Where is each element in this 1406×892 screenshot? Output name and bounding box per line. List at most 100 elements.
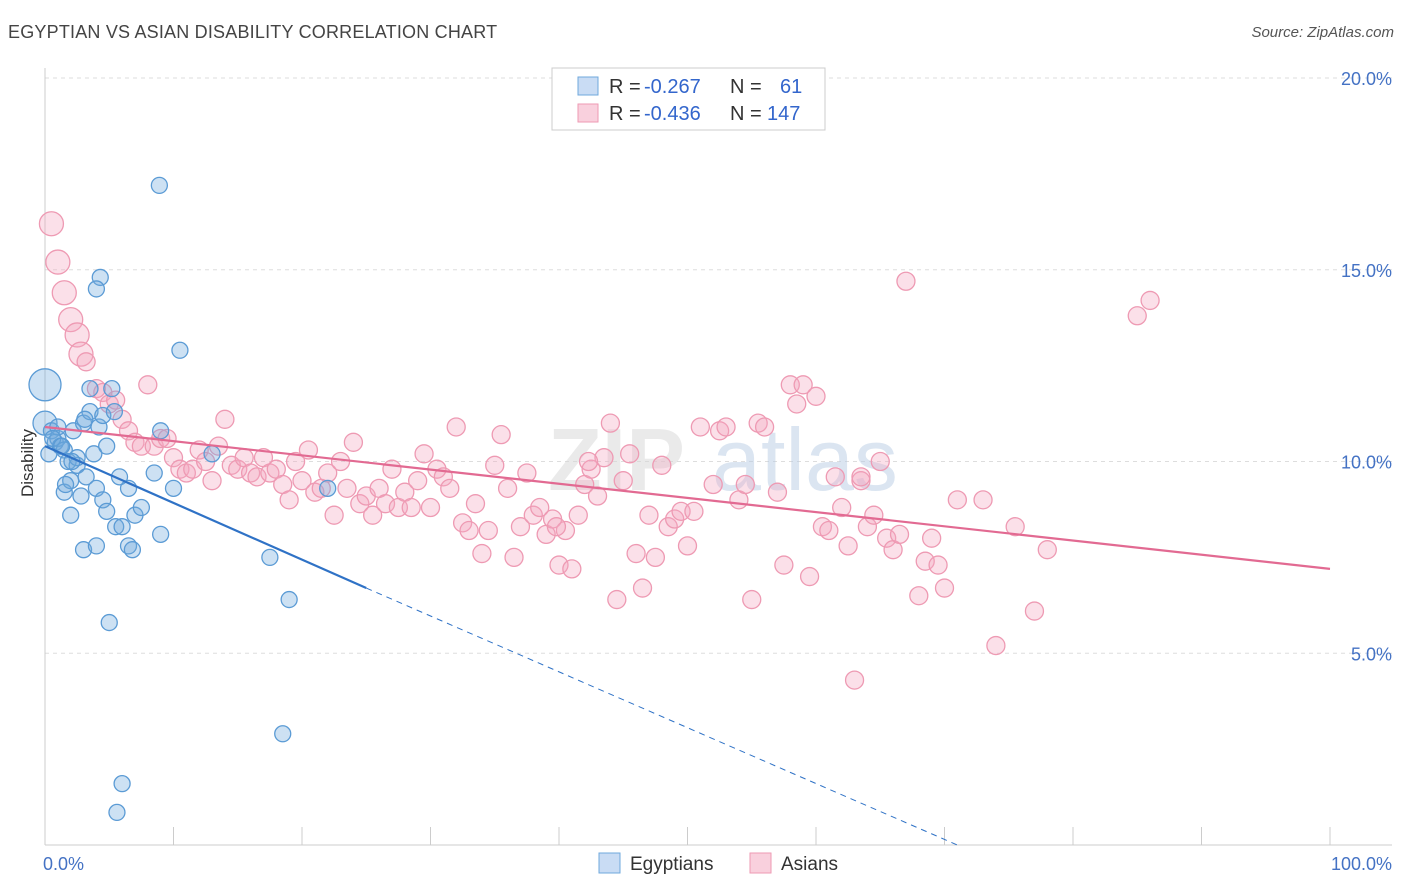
asians-points [38,211,1160,690]
egyptians-point [319,479,337,497]
asians-point [324,505,344,525]
asians-point [922,528,942,548]
asians-point [76,352,96,372]
legend-swatch-asians [577,103,599,123]
y-axis-title: Disability [18,428,37,497]
legend-n-label-asians: N = [730,103,762,125]
egyptians-point [280,590,298,609]
asians-point [517,463,537,483]
asians-trend-line [44,425,1331,570]
asians-point [594,448,614,468]
egyptians-point [62,506,80,524]
asians-point [838,536,858,556]
asians-point [45,249,71,275]
asians-point [658,517,678,537]
x-tick-labels: 0.0% 100.0% [43,854,1392,874]
egyptians-point [76,410,94,428]
asians-point [568,505,588,525]
egyptians-point [81,379,99,398]
asians-point [851,467,871,487]
asians-point [652,455,672,475]
egyptians-point [113,518,131,536]
egyptians-trend-line [44,445,367,590]
bottom-legend-label-asians: Asians [781,854,838,875]
bottom-legend-label-egyptians: Egyptians [630,854,713,875]
legend-box: R = -0.267 N = 61 R = -0.436 N = 147 [551,67,826,131]
asians-point [510,517,531,537]
asians-point [703,474,723,495]
egyptians-point [113,774,131,793]
asians-point [581,459,601,479]
legend-n-value-egyptians: 61 [780,76,802,98]
egyptians-point [151,525,170,544]
asians-point [690,417,710,437]
asians-point [485,455,505,475]
asians-point [465,494,486,514]
trend-lines [44,425,1331,846]
asians-point [774,555,794,575]
legend-r-label-asians: R = [609,103,641,125]
egyptians-point [74,541,93,559]
watermark-zip: ZIP [548,410,685,509]
legend-n-value-asians: 147 [767,103,800,125]
y-tick-label-2: 15.0% [1341,261,1392,281]
asians-point [51,280,77,306]
asians-point [767,482,788,502]
asians-point [578,451,599,472]
asians-point [382,459,402,479]
asians-point [716,417,736,437]
chart-title: EGYPTIAN VS ASIAN DISABILITY CORRELATION… [8,22,498,42]
egyptians-point [261,548,279,567]
x-tick-label-0: 0.0% [43,854,84,874]
bottom-legend-swatch-egyptians [598,852,621,874]
asians-point [330,451,351,472]
egyptians-point [87,280,106,298]
asians-point [420,497,441,518]
asians-point [825,467,845,487]
asians-point [38,211,65,237]
asians-point [1005,517,1025,537]
asians-point [677,536,698,556]
asians-point [407,471,428,491]
asians-point [806,386,826,406]
asians-point [414,444,434,464]
asians-point [934,578,955,598]
asians-point [947,490,967,510]
legend-r-value-egyptians: -0.267 [644,76,701,98]
asians-point [799,566,820,587]
asians-point [889,524,910,545]
asians-point [787,394,807,414]
asians-point [446,417,466,437]
asians-point [478,520,498,541]
asians-point [459,520,479,541]
y-tick-labels: 5.0% 10.0% 15.0% 20.0% [1341,69,1392,664]
asians-point [928,555,948,575]
axes [44,68,1392,846]
egyptians-point [103,379,121,398]
egyptians-point [85,445,103,463]
asians-point [64,322,90,348]
egyptians-point [98,502,116,521]
bottom-legend: Egyptians Asians [598,852,838,875]
asians-point [793,375,813,395]
x-tick-label-1: 100.0% [1331,854,1392,874]
asians-point [337,478,357,498]
egyptians-point [77,468,95,486]
asians-point [343,432,364,452]
asians-point [279,490,299,510]
egyptians-point [164,479,183,497]
asians-point [546,517,567,537]
egyptians-points [28,176,337,822]
asians-point [363,505,383,525]
asians-point [285,451,306,472]
asians-point [864,505,884,525]
bottom-legend-swatch-asians [749,852,772,874]
y-tick-label-3: 20.0% [1341,69,1392,89]
egyptians-point [108,803,126,822]
asians-point [909,586,929,606]
asians-point [613,471,633,491]
asians-point [491,425,511,445]
egyptians-point [151,422,170,440]
egyptians-point [145,464,163,482]
y-tick-label-0: 5.0% [1351,644,1392,664]
